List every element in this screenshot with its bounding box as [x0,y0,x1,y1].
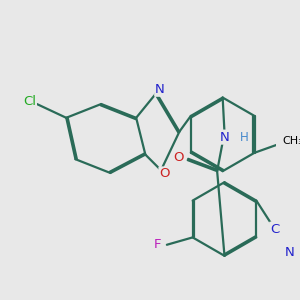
Text: F: F [154,238,161,251]
Text: N: N [285,246,294,259]
Text: N: N [220,130,230,144]
Text: C: C [270,223,279,236]
Text: H: H [240,130,249,144]
Text: O: O [173,151,184,164]
Text: Cl: Cl [23,95,36,108]
Text: O: O [159,167,170,180]
Text: CH₃: CH₃ [283,136,300,146]
Text: N: N [155,83,165,96]
